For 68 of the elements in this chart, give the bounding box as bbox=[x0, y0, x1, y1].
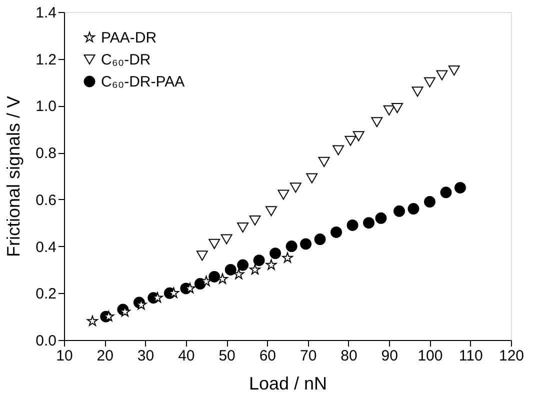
point bbox=[318, 156, 330, 167]
point bbox=[86, 316, 98, 326]
point bbox=[383, 105, 395, 116]
point bbox=[424, 196, 436, 208]
x-axis-title: Load / nN bbox=[248, 374, 328, 394]
point bbox=[408, 203, 420, 215]
point bbox=[196, 250, 208, 261]
point bbox=[332, 145, 344, 156]
point bbox=[314, 234, 326, 245]
y-tick-label: 0.8 bbox=[36, 145, 56, 162]
x-tick-label: 90 bbox=[381, 348, 398, 364]
point bbox=[454, 182, 466, 194]
point bbox=[224, 264, 236, 276]
point bbox=[237, 222, 249, 233]
x-tick-label: 60 bbox=[259, 348, 276, 364]
point bbox=[424, 77, 436, 88]
point bbox=[352, 131, 364, 142]
x-tick-label: 20 bbox=[96, 348, 114, 364]
point bbox=[363, 217, 375, 229]
point bbox=[237, 259, 249, 271]
point bbox=[208, 238, 220, 249]
x-tick-label: 100 bbox=[418, 348, 443, 364]
point bbox=[306, 173, 318, 184]
point bbox=[250, 264, 260, 274]
y-axis-title: Frictional signals / V bbox=[4, 96, 24, 258]
point bbox=[253, 254, 265, 266]
legend-label: PAA-DR bbox=[101, 30, 157, 46]
x-tick-label: 10 bbox=[56, 348, 73, 364]
point bbox=[282, 252, 293, 263]
point bbox=[266, 206, 277, 216]
legend-label: C₆₀-DR bbox=[101, 52, 151, 68]
point bbox=[266, 259, 277, 270]
point bbox=[371, 117, 383, 128]
y-tick-label: 1.2 bbox=[36, 51, 56, 68]
y-tick-label: 0.4 bbox=[36, 238, 56, 256]
point bbox=[344, 136, 356, 146]
point bbox=[440, 186, 452, 198]
point bbox=[412, 86, 424, 97]
x-tick-label: 30 bbox=[137, 348, 154, 364]
y-tick-label: 1.4 bbox=[36, 4, 56, 22]
point bbox=[394, 205, 405, 217]
point bbox=[391, 103, 403, 114]
point bbox=[300, 238, 312, 250]
point bbox=[290, 182, 302, 193]
point bbox=[278, 190, 290, 200]
legend-label: C₆₀-DR-PAA bbox=[101, 74, 185, 90]
x-tick-label: 80 bbox=[340, 348, 358, 364]
point bbox=[168, 287, 180, 298]
y-tick-label: 0.0 bbox=[36, 332, 56, 350]
x-tick-label: 110 bbox=[458, 348, 483, 364]
point bbox=[233, 268, 244, 280]
y-tick-label: 0.6 bbox=[36, 192, 56, 209]
point bbox=[220, 234, 232, 244]
y-tick-label: 1.0 bbox=[36, 98, 56, 116]
point bbox=[436, 70, 448, 80]
x-tick-label: 50 bbox=[218, 348, 236, 364]
point bbox=[375, 212, 387, 224]
point bbox=[249, 215, 261, 226]
x-tick-label: 40 bbox=[178, 348, 195, 364]
point bbox=[330, 226, 342, 238]
point bbox=[286, 240, 298, 252]
x-tick-label: 70 bbox=[300, 348, 317, 364]
x-tick-label: 120 bbox=[498, 348, 524, 364]
y-tick-label: 0.2 bbox=[36, 286, 56, 303]
point bbox=[448, 66, 460, 76]
point bbox=[346, 219, 358, 231]
point bbox=[208, 271, 220, 282]
point bbox=[270, 248, 282, 260]
